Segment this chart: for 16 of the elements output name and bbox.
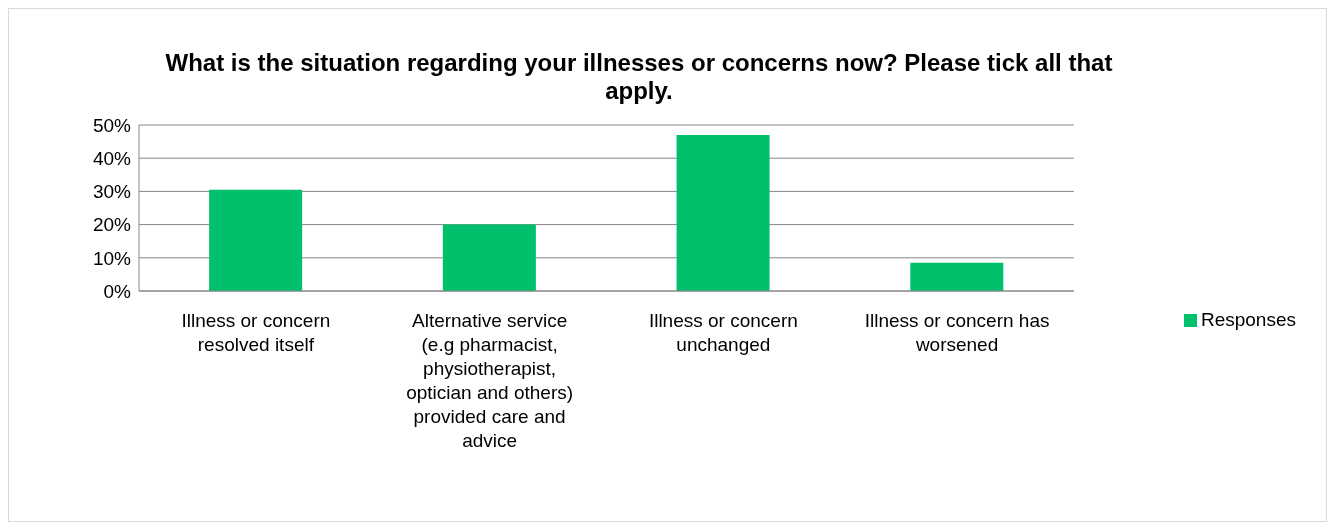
y-tick-label: 20% xyxy=(92,214,132,236)
bar xyxy=(910,262,1004,291)
y-tick-label: 0% xyxy=(103,280,132,302)
y-tick-label: 10% xyxy=(92,247,132,269)
x-tick-label: Illness or concern resolved itself xyxy=(181,310,331,355)
bar xyxy=(676,134,770,291)
y-tick-label: 30% xyxy=(92,181,132,203)
x-tick-label: Illness or concern has worsened xyxy=(864,310,1050,355)
x-tick-label: Alternative service (e.g pharmacist, physiotherapist, optician and others) provided care and advice xyxy=(406,310,574,451)
legend-label: Responses xyxy=(1200,309,1296,330)
bar xyxy=(209,189,303,291)
chart-title: What is the situation regarding your illnesses or concerns now? Please tick all that apply. xyxy=(164,49,1114,105)
y-tick-label: 50% xyxy=(92,114,132,136)
bar xyxy=(442,224,536,291)
y-tick-label: 40% xyxy=(92,147,132,169)
x-tick-label: Illness or concern unchanged xyxy=(648,310,798,355)
